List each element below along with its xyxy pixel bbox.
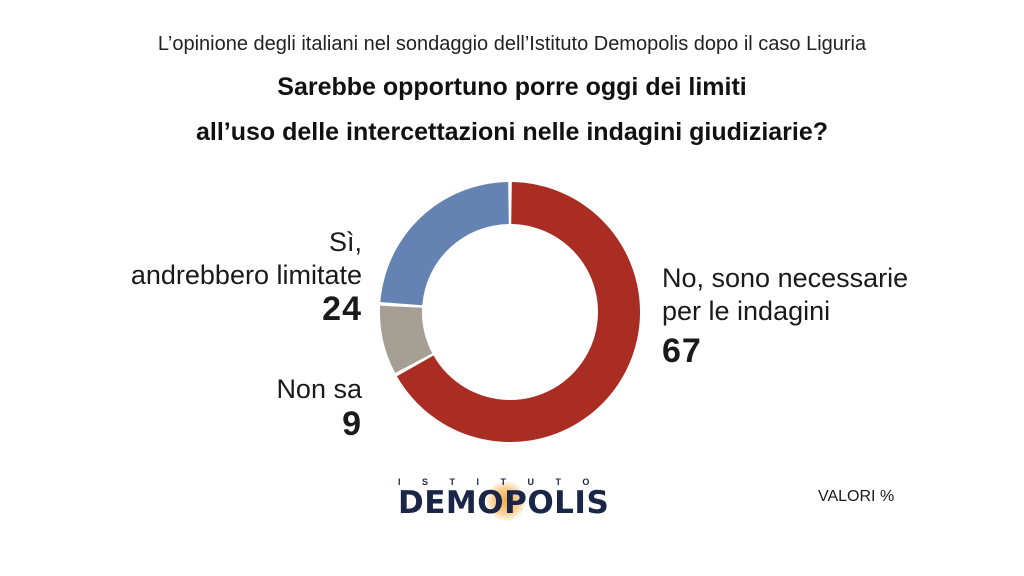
chart-title-line1: Sarebbe opportuno porre oggi dei limiti <box>277 73 747 101</box>
slice-label-yes-line2: andrebbero limitate <box>130 260 362 290</box>
unit-label: VALORI % <box>818 488 895 505</box>
subtitle: L’opinione degli italiani nel sondaggio … <box>157 33 867 55</box>
slice-label-no: No, sono necessarie per le indagini <box>662 262 908 328</box>
slice-label-no-line1: No, sono necessarie <box>662 263 909 293</box>
donut-slice-dont-know <box>380 305 433 374</box>
donut-slice-yes <box>380 182 509 306</box>
slice-label-yes: Sì, andrebbero limitate <box>131 226 362 292</box>
slice-label-yes-line1: Sì, <box>328 227 362 257</box>
slice-label-dont-know: Non sa <box>276 374 362 404</box>
slice-value-dont-know: 9 <box>342 405 362 443</box>
logo-glow-icon <box>486 481 526 521</box>
demopolis-logo: ISTITUTO DEMOPOLIS <box>398 477 622 521</box>
slice-value-no: 67 <box>662 332 702 370</box>
chart-title-line2: all’uso delle intercettazioni nelle inda… <box>195 118 829 146</box>
logo-main-text: DEMOPOLIS <box>398 485 610 521</box>
slice-value-yes: 24 <box>322 290 362 328</box>
logo-top-text: ISTITUTO <box>398 477 611 487</box>
slice-label-no-line2: per le indagini <box>662 296 831 326</box>
donut-slice-no <box>396 182 640 442</box>
